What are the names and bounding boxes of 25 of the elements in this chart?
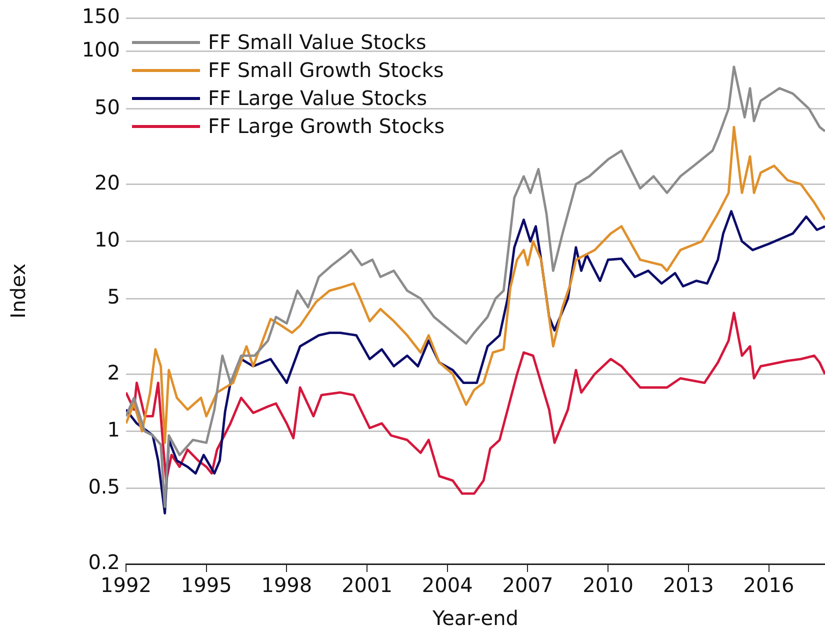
y-tick-label: 1 [107,417,120,442]
legend-label: FF Large Value Stocks [208,85,428,112]
y-tick-label: 50 [94,94,120,119]
y-tick-label: 100 [82,38,120,62]
x-tick-label: 2001 [342,573,392,598]
x-tick-label: 2010 [582,573,634,598]
y-tick-label: 2 [107,360,120,384]
y-tick-label: 20 [94,170,120,194]
y-tick-label: 10 [94,228,120,252]
legend-label: FF Small Growth Stocks [208,57,444,84]
x-tick-label: 1995 [180,573,232,598]
y-tick-label: 0.5 [88,474,120,499]
x-tick-label: 2016 [743,573,794,598]
x-tick-label: 2013 [662,573,714,598]
y-axis-title: Index [6,263,30,319]
x-tick-label: 2007 [502,573,554,598]
legend-label: FF Small Value Stocks [208,29,426,56]
x-tick-label: 2004 [422,573,473,598]
x-tick-label: 1998 [261,573,312,598]
x-tick-label: 1992 [100,573,152,598]
legend-label: FF Large Growth Stocks [208,113,445,140]
y-tick-label: 0.2 [88,550,120,574]
y-tick-label: 150 [82,4,120,28]
y-tick-label: 5 [107,284,120,309]
x-axis-title: Year-end [432,606,518,630]
